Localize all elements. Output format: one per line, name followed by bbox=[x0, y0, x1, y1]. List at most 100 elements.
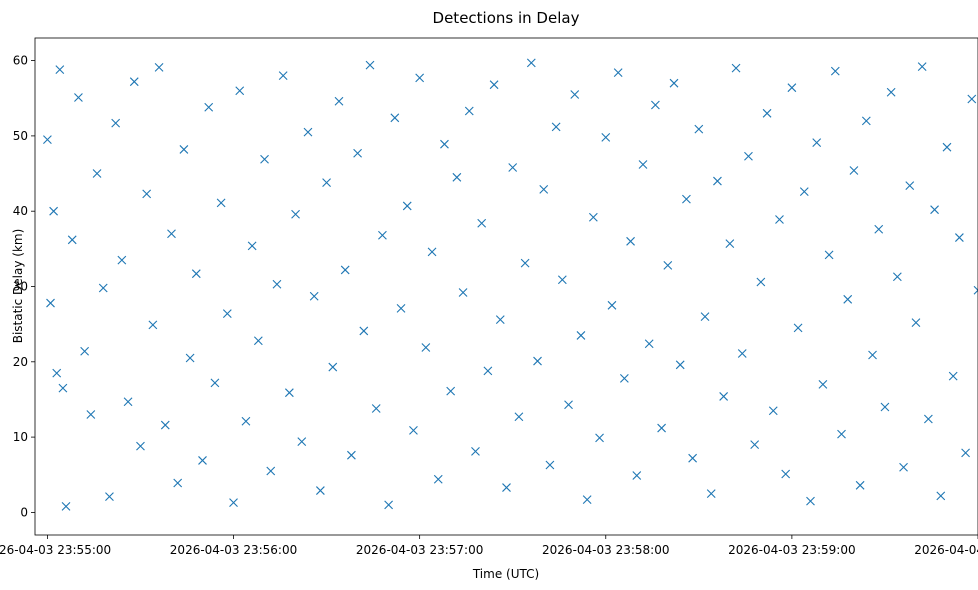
data-point bbox=[564, 400, 573, 410]
data-point bbox=[806, 496, 815, 506]
data-point bbox=[886, 87, 896, 97]
y-tick-label: 30 bbox=[13, 280, 28, 294]
data-point bbox=[111, 118, 121, 128]
data-point bbox=[917, 62, 927, 72]
plot-area-frame bbox=[34, 37, 978, 536]
data-point bbox=[55, 65, 65, 75]
data-point bbox=[657, 423, 666, 433]
data-point bbox=[880, 402, 890, 412]
data-point bbox=[626, 236, 635, 246]
x-tick-label: 2026-04-03 23:55:00 bbox=[0, 543, 111, 557]
data-point bbox=[43, 135, 52, 145]
data-point bbox=[185, 353, 195, 363]
data-point bbox=[818, 380, 828, 389]
data-point bbox=[402, 201, 412, 211]
data-point bbox=[371, 404, 381, 413]
data-point bbox=[415, 73, 425, 83]
data-point bbox=[930, 205, 939, 215]
data-point bbox=[334, 96, 344, 106]
data-point bbox=[483, 366, 493, 376]
data-point bbox=[167, 229, 176, 239]
data-point bbox=[694, 124, 704, 134]
data-point bbox=[266, 466, 276, 476]
data-point bbox=[179, 145, 189, 154]
data-point bbox=[911, 318, 921, 328]
data-point bbox=[322, 178, 331, 187]
data-point bbox=[967, 94, 977, 104]
data-point bbox=[638, 160, 648, 169]
data-point bbox=[824, 250, 834, 260]
data-point bbox=[768, 406, 778, 416]
x-tick-label: 2026-04-04 00:00:00 bbox=[914, 543, 978, 557]
data-point bbox=[607, 300, 617, 310]
data-point bbox=[731, 63, 741, 73]
data-point bbox=[682, 194, 691, 204]
data-point bbox=[52, 368, 62, 378]
data-point bbox=[868, 350, 877, 360]
data-point bbox=[899, 462, 908, 472]
data-point bbox=[148, 320, 158, 330]
data-point bbox=[173, 478, 183, 488]
data-point bbox=[849, 166, 859, 175]
data-point bbox=[793, 323, 803, 333]
data-point bbox=[204, 102, 214, 112]
data-point bbox=[781, 469, 791, 479]
data-point bbox=[688, 453, 698, 463]
data-point bbox=[80, 346, 90, 356]
data-point bbox=[713, 176, 722, 186]
data-point bbox=[545, 460, 555, 470]
data-point bbox=[601, 133, 611, 142]
data-point bbox=[67, 235, 77, 245]
data-point bbox=[222, 309, 232, 318]
data-point bbox=[235, 86, 245, 96]
data-point bbox=[936, 491, 946, 501]
data-point bbox=[129, 77, 139, 87]
data-point bbox=[458, 288, 468, 297]
data-point bbox=[359, 326, 369, 336]
data-point bbox=[812, 138, 822, 148]
data-point bbox=[954, 233, 964, 242]
data-point bbox=[756, 277, 766, 287]
data-point bbox=[787, 83, 797, 93]
data-point bbox=[477, 218, 487, 228]
data-point bbox=[315, 486, 325, 495]
y-tick-label: 10 bbox=[13, 430, 28, 444]
data-point bbox=[86, 410, 96, 419]
x-axis-label: Time (UTC) bbox=[472, 567, 539, 581]
data-point bbox=[830, 66, 840, 76]
data-point bbox=[216, 198, 226, 208]
data-point bbox=[973, 285, 978, 295]
data-point bbox=[328, 362, 338, 372]
data-point bbox=[142, 189, 152, 199]
data-point bbox=[390, 113, 400, 123]
data-point bbox=[452, 172, 462, 182]
data-point bbox=[396, 303, 406, 313]
data-point bbox=[526, 58, 536, 68]
data-point bbox=[570, 90, 580, 99]
data-point bbox=[74, 93, 83, 102]
data-point bbox=[229, 498, 238, 508]
data-point bbox=[489, 80, 499, 90]
data-point bbox=[105, 492, 114, 501]
data-point bbox=[706, 489, 716, 498]
data-point bbox=[272, 279, 282, 289]
x-tick-label: 2026-04-03 23:57:00 bbox=[356, 543, 483, 557]
data-point bbox=[309, 291, 319, 301]
data-point bbox=[440, 139, 449, 149]
data-point bbox=[719, 392, 729, 401]
data-point bbox=[843, 294, 853, 304]
y-tick-label: 60 bbox=[13, 54, 28, 68]
data-point bbox=[942, 142, 952, 152]
data-point bbox=[520, 258, 530, 268]
data-point bbox=[539, 184, 549, 194]
data-point bbox=[464, 106, 474, 116]
scatter-points bbox=[43, 58, 978, 511]
data-point bbox=[260, 154, 269, 164]
data-point bbox=[58, 383, 68, 393]
data-point bbox=[892, 272, 902, 282]
data-point bbox=[613, 68, 623, 78]
data-point bbox=[347, 450, 356, 460]
data-point bbox=[855, 480, 865, 490]
data-point bbox=[353, 148, 362, 158]
data-point bbox=[514, 412, 524, 422]
